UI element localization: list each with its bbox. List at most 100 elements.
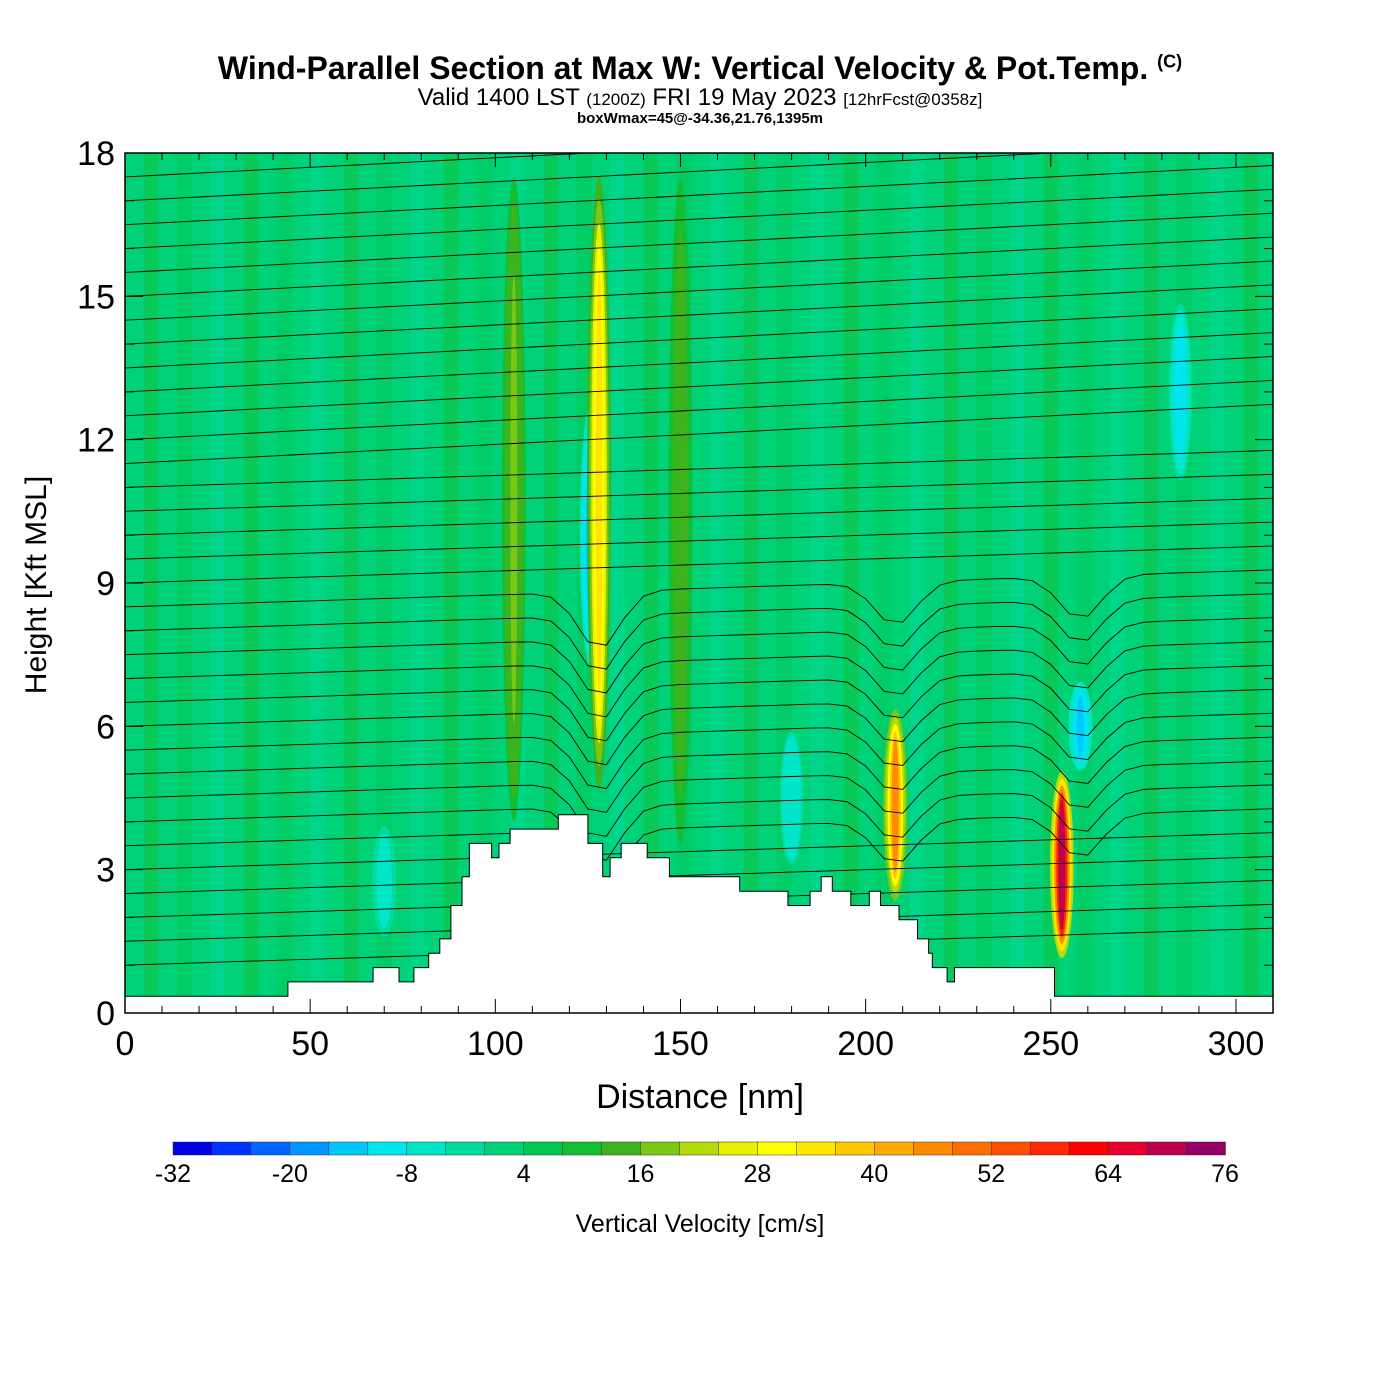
theta-contour: [125, 808, 1273, 885]
x-tick-label: 0: [116, 1025, 135, 1063]
colorbar-swatch: [523, 1141, 564, 1156]
theta-contour: [125, 784, 1273, 861]
field-streak: [1243, 153, 1259, 1013]
theta-contour: [125, 284, 1273, 345]
colorbar-swatch: [406, 1141, 447, 1156]
colorbar-tick-label: -8: [396, 1160, 418, 1188]
field-streak: [843, 153, 859, 1013]
x-tick-label: 100: [467, 1025, 524, 1063]
x-tick-label: 250: [1022, 1025, 1079, 1063]
y-tick-label: 0: [96, 995, 115, 1033]
theta-contour: [125, 545, 1273, 584]
theta-contour: [125, 236, 1273, 297]
colorbar-swatch: [1029, 1141, 1070, 1156]
x-tick-label: 200: [837, 1025, 894, 1063]
x-axis-label: Distance [nm]: [596, 1078, 804, 1116]
colorbar-swatch: [718, 1141, 759, 1156]
copyright-mark: (C): [1157, 51, 1183, 72]
colorbar-swatch: [601, 1141, 642, 1156]
colorbar-swatch: [640, 1141, 681, 1156]
field-streak: [243, 153, 259, 1013]
field-streak: [1176, 153, 1192, 1013]
colorbar-swatch: [913, 1141, 954, 1156]
theta-contour: [125, 760, 1273, 837]
field-streak: [543, 153, 559, 1013]
x-tick-label: 150: [652, 1025, 709, 1063]
field-streak: [610, 153, 625, 1013]
field-streak: [743, 153, 759, 1013]
theta-contour: [125, 593, 1273, 670]
field-streak: [376, 153, 392, 1013]
theta-contour: [125, 332, 1273, 393]
field-streak: [476, 153, 492, 1013]
colorbar-tick-label: 76: [1211, 1160, 1239, 1188]
theta-contour: [125, 832, 1273, 871]
chart-title-text: Wind-Parallel Section at Max W: Vertical…: [217, 50, 1149, 86]
field-streak: [443, 153, 459, 1013]
field-streak: [643, 153, 659, 1013]
colorbar-tick-label: 52: [977, 1160, 1005, 1188]
colorbar-label: Vertical Velocity [cm/s]: [576, 1210, 825, 1238]
terrain-mask: [124, 814, 1274, 1014]
field-streak: [343, 153, 359, 1013]
field-streak: [776, 153, 792, 1013]
field-streak: [710, 153, 725, 1013]
theta-contour: [125, 641, 1273, 718]
theta-contour: [125, 449, 1273, 488]
downdraft-cell: [1176, 329, 1184, 454]
theta-contour: [125, 688, 1273, 766]
theta-contour: [125, 153, 597, 178]
field-streak: [1076, 153, 1092, 1013]
forecast-run: [12hrFcst@0358z]: [843, 90, 983, 109]
colorbar-swatch: [445, 1141, 486, 1156]
terrain-profile: [124, 814, 1274, 1014]
y-tick-label: 18: [77, 135, 115, 173]
colorbar-tick-label: -20: [272, 1160, 308, 1188]
updraft-cell: [595, 268, 603, 697]
field-streak: [310, 153, 325, 1013]
colorbar-swatch: [367, 1141, 408, 1156]
y-tick-label: 3: [96, 852, 115, 890]
theta-contour: [125, 856, 1273, 895]
field-streak: [1010, 153, 1025, 1013]
field-streak: [1110, 153, 1125, 1013]
colorbar-swatch: [484, 1141, 525, 1156]
theta-contour: [125, 164, 1273, 226]
updraft-cell: [1058, 799, 1066, 931]
field-streak: [176, 153, 192, 1013]
updraft-cell: [891, 738, 899, 872]
theta-contour: [125, 712, 1273, 790]
utc-time: (1200Z): [586, 90, 646, 109]
colorbar-swatch: [250, 1141, 291, 1156]
y-tick-label: 6: [96, 708, 115, 746]
field-streak: [276, 153, 292, 1013]
updraft-cell: [676, 278, 684, 745]
theta-contour: [125, 403, 1273, 465]
downdraft-cell: [380, 842, 388, 921]
theta-contour: [125, 260, 1273, 321]
colorbar-swatch: [1146, 1141, 1187, 1156]
x-tick-label: 300: [1208, 1025, 1265, 1063]
colorbar-swatch: [679, 1141, 720, 1156]
colorbar-tick-label: 4: [517, 1160, 531, 1188]
y-tick-label: 9: [96, 565, 115, 603]
downdraft-cell: [788, 751, 796, 845]
theta-contour: [125, 356, 1273, 417]
theta-contour: [125, 188, 1273, 250]
field-streak: [910, 153, 925, 1013]
potential-temperature-contours: [125, 153, 1273, 966]
x-tick-label: 50: [291, 1025, 329, 1063]
field-background: [125, 153, 1273, 1013]
forecast-date: FRI 19 May 2023: [652, 84, 837, 111]
colorbar-tick-label: 16: [627, 1160, 655, 1188]
theta-contour: [125, 617, 1273, 694]
theta-contour: [125, 664, 1273, 742]
downdraft-cell: [1076, 695, 1084, 758]
field-streak: [976, 153, 992, 1013]
theta-contour: [125, 212, 1273, 273]
colorbar-swatch: [952, 1141, 992, 1156]
colorbar-swatch: [328, 1141, 369, 1156]
y-tick-label: 15: [77, 278, 115, 316]
updraft-cell: [510, 274, 518, 725]
